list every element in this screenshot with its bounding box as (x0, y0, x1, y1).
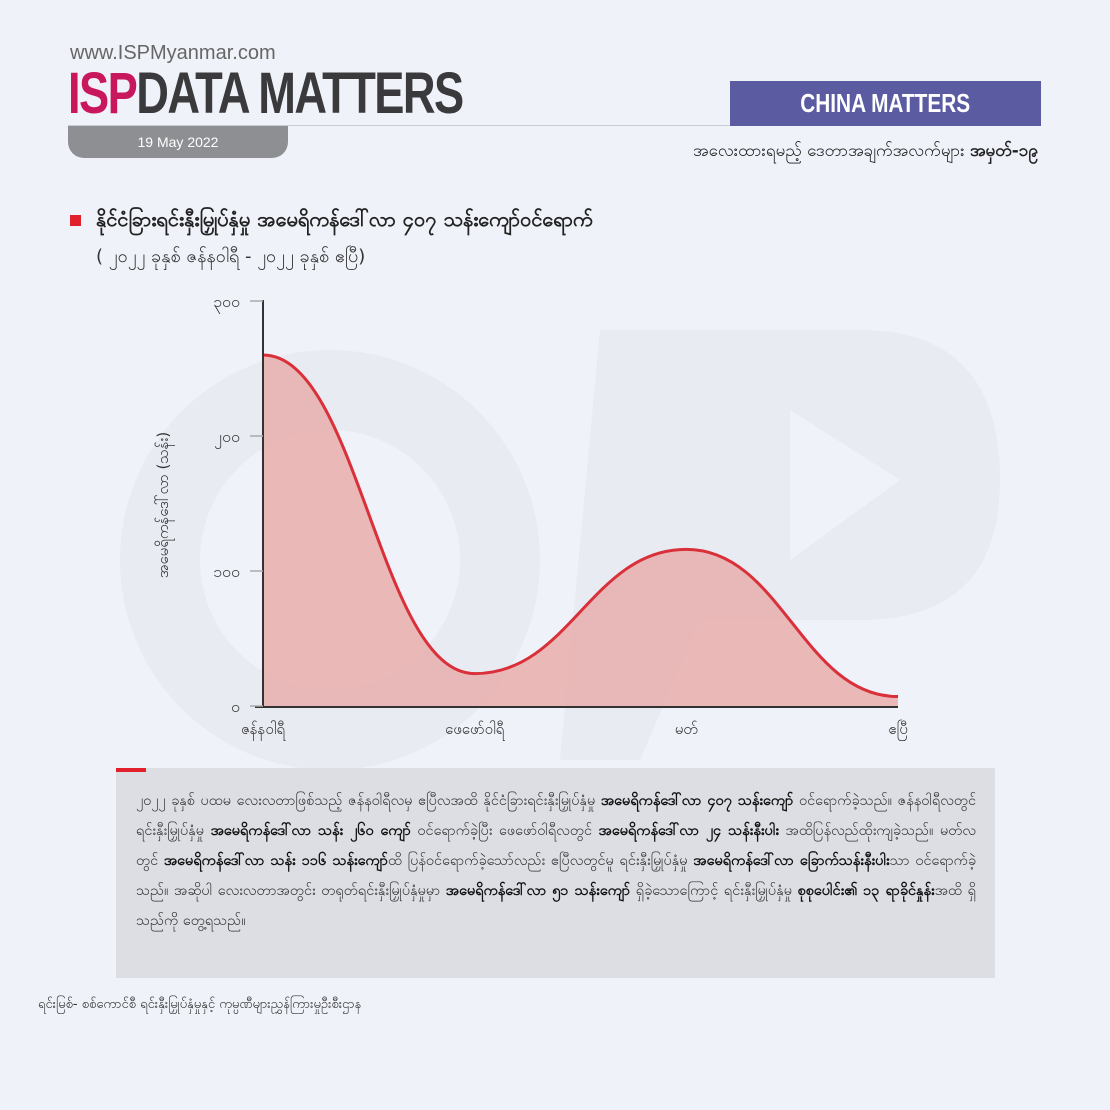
summary-box (116, 768, 995, 978)
area-chart: ၀ ၁၀၀ ၂၀၀ ၃၀၀ ဇန်နဝါရီ ဖေဖော်ဝါရီ မတ် ဧပြီ အမေ… (154, 292, 908, 741)
summary-highlight: အမေရိကန်ဒေါ်လာ ၂၄ သန်းနီးပါး (598, 823, 780, 839)
y-tick-label: ၃၀၀ (213, 292, 240, 314)
date-badge: 19 May 2022 (68, 126, 288, 158)
summary-highlight: အမေရိကန်ဒေါ်လာ ၄၀၇ သန်းကျော် (600, 793, 794, 809)
summary-text: အထိ ရှိသည်ကို တွေ့ရသည်။ (136, 883, 976, 929)
x-tick-label: ဇန်နဝါရီ (241, 720, 286, 741)
summary-text: သာ ဝင်ရောက်ခဲ့သည်။ အဆိုပါ လေးလတာအတွင်း တ… (136, 853, 977, 899)
summary-highlight: အမေရိကန်ဒေါ်လာ သန်း ၁၁၆ သန်းကျော် (163, 853, 388, 869)
website-url[interactable]: www.ISPMyanmar.com (70, 42, 276, 64)
area-fill (263, 355, 898, 706)
source-note: ရင်းမြစ်- စစ်ကောင်စီ ရင်းနှီးမြှုပ်နှံမှ… (38, 997, 362, 1012)
summary-text: ဝင်ရောက်ခဲ့ပြီး ဖေဖော်ဝါရီလတွင် (410, 823, 599, 839)
summary-text: ဝင်ရောက်ခဲ့သည်။ ဇန်နဝါရီလတွင် ရင်းနှီးမြ… (136, 793, 977, 839)
summary-text: ရှိခဲ့သောကြောင့် ရင်းနှီးမြှုပ်နှံမှု (630, 883, 798, 899)
x-tick-label: ဧပြီ (888, 720, 908, 741)
series-number: အမှတ်-၁၉ (969, 141, 1038, 161)
chart-title: နိုင်ငံခြားရင်းနှီးမြှုပ်နှံမှု အမေရိကန်… (96, 207, 593, 231)
summary-highlight: အမေရိကန်ဒေါ်လာ သန်း ၂၆၀ ကျော် (210, 823, 411, 839)
summary-accent (116, 768, 146, 772)
y-tick-label: ၂၀၀ (214, 427, 240, 449)
summary-paragraph: ၂၀၂၂ ခုနှစ် ပထမ လေးလတာဖြစ်သည့် ဇန်နဝါရီလ… (136, 786, 976, 936)
summary-text: အထိပြန်လည်ထိုးကျခဲ့သည်။ မတ်လတွင် (136, 823, 976, 869)
y-axis-label: အမေရိကန်ဒေါ်လာ (သန်း) (154, 432, 175, 578)
x-tick-label: ဖေဖော်ဝါရီ (445, 720, 506, 741)
isp-data-matters-logo: ISPDATA MATTERS (68, 61, 464, 126)
y-tick-label: ၁၀၀ (213, 562, 240, 581)
summary-text: ထိ ပြန်ဝင်ရောက်ခဲ့သော်လည်း ဧပြီလတွင်မူ ရ… (387, 853, 694, 869)
y-tick-label: ၀ (231, 697, 240, 716)
title-bullet-icon (70, 215, 81, 226)
series-label: အလေးထားရမည့် ဒေတာအချက်အလက်များ အမှတ်-၁၉ (693, 141, 1038, 161)
x-tick-label: မတ် (675, 720, 698, 738)
summary-highlight: အမေရိကန်ဒေါ်လာ ခြောက်သန်းနီးပါး (693, 853, 890, 869)
summary-text: ၂၀၂၂ ခုနှစ် ပထမ လေးလတာဖြစ်သည့် ဇန်နဝါရီလ… (136, 793, 601, 809)
series-line (262, 353, 899, 699)
china-matters-badge: CHINA MATTERS (730, 81, 1041, 126)
header-divider (68, 125, 1040, 126)
summary-highlight: စုစုပေါင်း၏ ၁၃ ရာခိုင်နှုန်း (797, 883, 935, 899)
summary-highlight: အမေရိကန်ဒေါ်လာ ၅၁ သန်းကျော် (445, 883, 631, 899)
chart-subtitle: ( ၂၀၂၂ ခုနှစ် ဇန်နဝါရီ - ၂၀၂၂ ခုနှစ် ဧပြ… (96, 246, 366, 267)
